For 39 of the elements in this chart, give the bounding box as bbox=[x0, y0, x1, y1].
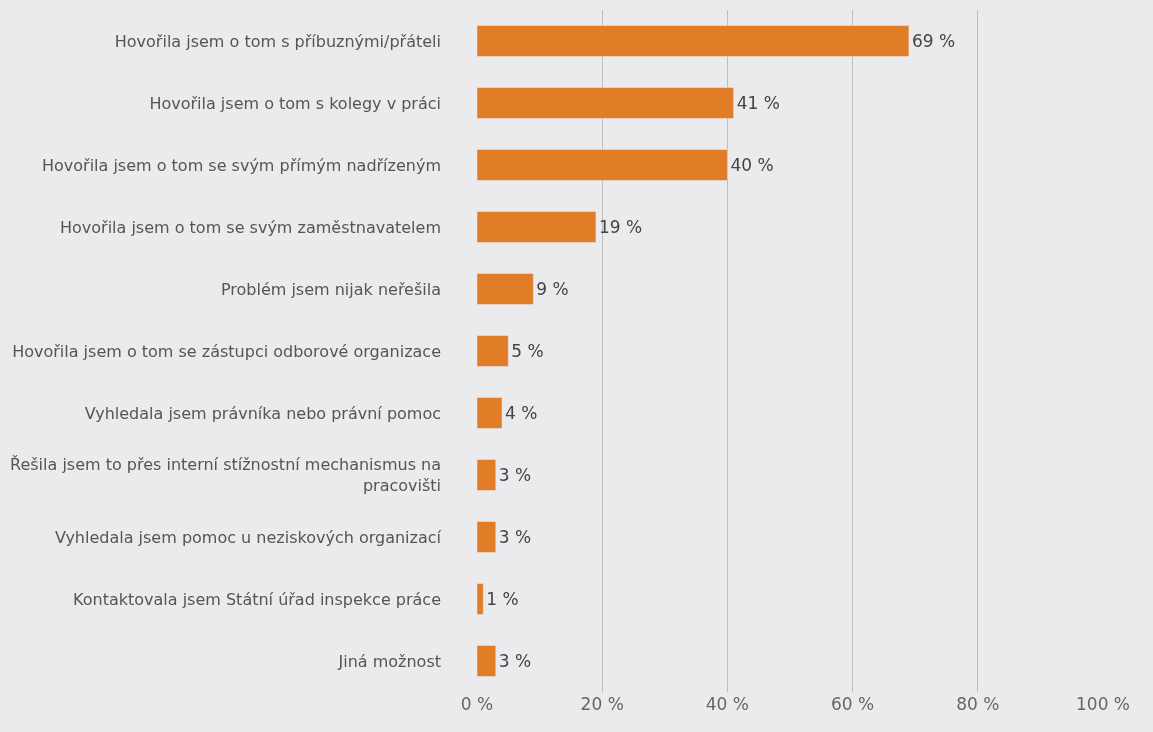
x-tick-label: 60 % bbox=[831, 694, 875, 714]
y-tick-label: Hovořila jsem o tom se svým zaměstnavatelem bbox=[59, 217, 441, 237]
y-tick-label: Řešila jsem to přes interní stížnostní mechanismus na pracovišti bbox=[10, 455, 441, 495]
data-label: 9 % bbox=[536, 279, 569, 299]
y-tick-label: Jiná možnost bbox=[337, 651, 441, 671]
data-label: 4 % bbox=[505, 403, 538, 423]
x-tick-label: 100 % bbox=[1075, 694, 1131, 714]
x-tick-label: 80 % bbox=[956, 694, 1000, 714]
bar bbox=[477, 211, 597, 243]
bar bbox=[477, 335, 509, 367]
data-label: 3 % bbox=[498, 527, 532, 547]
bar bbox=[477, 645, 497, 677]
data-label: 19 % bbox=[598, 217, 643, 237]
y-tick-label: Hovořila jsem o tom se svým přímým nadřízeným bbox=[41, 155, 441, 175]
bar bbox=[477, 273, 534, 305]
bar bbox=[477, 25, 910, 57]
y-tick-label: Hovořila jsem o tom se zástupci odborové organizace bbox=[12, 341, 441, 361]
x-tick-label: 20 % bbox=[580, 694, 624, 714]
bar bbox=[477, 583, 484, 615]
data-label: 69 % bbox=[911, 31, 956, 51]
y-tick-label: Kontaktovala jsem Státní úřad inspekce práce bbox=[73, 589, 441, 609]
bar bbox=[477, 149, 728, 181]
y-tick-label: Hovořila jsem o tom s kolegy v práci bbox=[149, 93, 441, 113]
bar bbox=[477, 459, 497, 491]
y-tick-label: Vyhledala jsem pomoc u neziskových organizací bbox=[54, 527, 442, 547]
data-label: 5 % bbox=[511, 341, 544, 361]
data-label: 41 % bbox=[736, 93, 780, 113]
bar bbox=[477, 87, 734, 119]
y-tick-label: Problém jsem nijak neřešila bbox=[220, 279, 441, 299]
y-tick-label: Hovořila jsem o tom s příbuznými/přáteli bbox=[114, 31, 441, 51]
data-label: 1 % bbox=[486, 589, 519, 609]
x-tick-label: 40 % bbox=[705, 694, 749, 714]
bar bbox=[477, 397, 503, 429]
data-label: 40 % bbox=[730, 155, 774, 175]
data-label: 3 % bbox=[498, 465, 532, 485]
x-tick-label: 0 % bbox=[460, 694, 494, 714]
bar bbox=[477, 521, 497, 553]
y-tick-label: Vyhledala jsem právníka nebo právní pomoc bbox=[84, 403, 441, 423]
data-label: 3 % bbox=[498, 651, 532, 671]
